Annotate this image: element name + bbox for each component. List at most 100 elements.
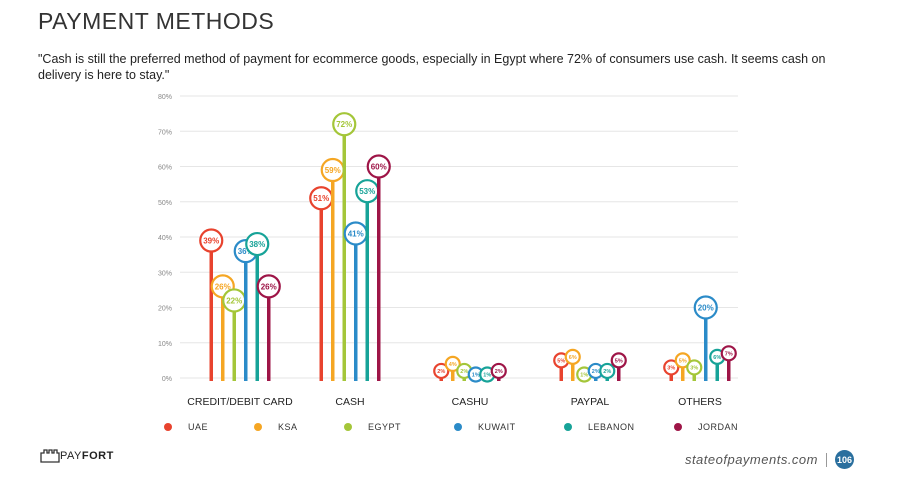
logo-pay: PAY (60, 450, 82, 462)
bar-jordan-3: 5% (610, 352, 627, 381)
legend-label: JORDAN (698, 422, 738, 432)
bar-jordan-2: 2% (490, 362, 507, 381)
y-tick-label: 80% (158, 94, 172, 101)
data-label: 5% (679, 358, 687, 364)
bar-marker (693, 295, 718, 320)
bar-marker (366, 154, 391, 179)
y-tick-label: 0% (162, 376, 172, 383)
y-tick-label: 10% (158, 341, 172, 348)
category-label: CREDIT/DEBIT CARD (187, 396, 293, 408)
bar-marker (256, 274, 281, 299)
data-label: 6% (713, 355, 721, 361)
data-label: 38% (249, 240, 265, 249)
legend-label: KUWAIT (478, 422, 516, 432)
data-label: 51% (313, 194, 329, 203)
category-labels: CREDIT/DEBIT CARD CASH CASHU PAYPAL OTHERS (187, 396, 722, 408)
bar-marker (444, 355, 461, 372)
bar-kuwait-1: 41% (343, 221, 368, 381)
data-label: 22% (226, 296, 242, 305)
data-label: 41% (348, 229, 364, 238)
bar-marker (686, 359, 703, 376)
legend-item-ksa: KSA (254, 422, 298, 432)
bar-egypt-4: 3% (686, 359, 703, 381)
legend-swatch (164, 423, 172, 431)
bar-marker (564, 348, 581, 365)
legend-item-kuwait: KUWAIT (454, 422, 516, 432)
category-label: CASH (335, 396, 364, 408)
bar-lebanon-1: 53% (355, 179, 380, 381)
y-tick-label: 60% (158, 165, 172, 172)
payfort-logo: PAYFORT (40, 449, 114, 463)
page-title: PAYMENT METHODS (38, 8, 275, 34)
data-label: 1% (472, 372, 480, 378)
data-label: 60% (371, 163, 387, 172)
data-label: 5% (615, 358, 623, 364)
data-label: 5% (557, 358, 565, 364)
data-label: 26% (215, 282, 231, 291)
bar-uae-4: 3% (663, 359, 680, 381)
data-label: 3% (690, 365, 698, 371)
data-label: 59% (325, 166, 341, 175)
y-tick-label: 30% (158, 270, 172, 277)
bar-marker (245, 231, 270, 257)
data-label: 2% (603, 369, 611, 375)
bar-uae-2: 2% (433, 362, 450, 381)
bar-jordan-4: 7% (720, 345, 737, 381)
bar-marker (720, 345, 737, 362)
data-label: 7% (725, 351, 733, 357)
legend-swatch (254, 423, 262, 431)
logo-fort: FORT (81, 450, 114, 462)
legend-item-jordan: JORDAN (674, 422, 738, 432)
bar-lebanon-0: 38% (245, 231, 270, 381)
data-label: 6% (569, 355, 577, 361)
data-label: 2% (460, 369, 468, 375)
bar-marker (610, 352, 627, 369)
legend-swatch (674, 423, 682, 431)
bar-ksa-4: 5% (674, 352, 691, 381)
bar-marker (332, 112, 357, 137)
bar-marker (663, 359, 680, 376)
bar-jordan-0: 26% (256, 274, 281, 381)
page-number-badge: 106 (835, 450, 854, 469)
category-label: OTHERS (678, 396, 722, 408)
data-label: 1% (483, 372, 491, 378)
site-link[interactable]: stateofpayments.com (684, 452, 818, 467)
bar-egypt-1: 72% (332, 112, 357, 381)
castle-icon (40, 449, 60, 463)
footer-divider (826, 452, 827, 467)
legend-label: LEBANON (588, 422, 635, 432)
bar-marker (490, 362, 507, 380)
legend-swatch (344, 423, 352, 431)
category-label: CASHU (452, 396, 489, 408)
category-label: PAYPAL (571, 396, 610, 408)
legend-label: UAE (188, 422, 208, 432)
legend-swatch (454, 423, 462, 431)
quote-text: "Cash is still the preferred method of p… (38, 52, 826, 82)
data-label: 53% (359, 187, 375, 196)
legend-label: KSA (278, 422, 298, 432)
data-label: 26% (261, 282, 277, 291)
data-label: 2% (495, 369, 503, 375)
bar-ksa-3: 6% (564, 348, 581, 381)
chart-bars: 39%26%22%36%38%26%51%59%72%41%53%60%2%4%… (199, 112, 737, 383)
bar-lebanon-3: 2% (599, 362, 616, 381)
page-footer: stateofpayments.com 106 (685, 450, 854, 469)
legend-swatch (564, 423, 572, 431)
data-label: 72% (336, 120, 352, 129)
data-label: 2% (437, 369, 445, 375)
data-label: 3% (667, 365, 675, 371)
y-tick-label: 50% (158, 200, 172, 207)
chart-grid: 0% 10% 20% 30% 40% 50% 60% 70% 80% (158, 94, 738, 383)
bar-marker (199, 228, 224, 253)
bar-jordan-1: 60% (366, 154, 391, 381)
data-label: 20% (698, 304, 714, 313)
bar-marker (433, 362, 450, 380)
data-label: 2% (592, 369, 600, 375)
bar-uae-0: 39% (199, 228, 224, 381)
legend-item-egypt: EGYPT (344, 422, 401, 432)
y-tick-label: 40% (158, 235, 172, 242)
legend-item-uae: UAE (164, 422, 208, 432)
y-tick-label: 70% (158, 129, 172, 136)
legend-label: EGYPT (368, 422, 401, 432)
